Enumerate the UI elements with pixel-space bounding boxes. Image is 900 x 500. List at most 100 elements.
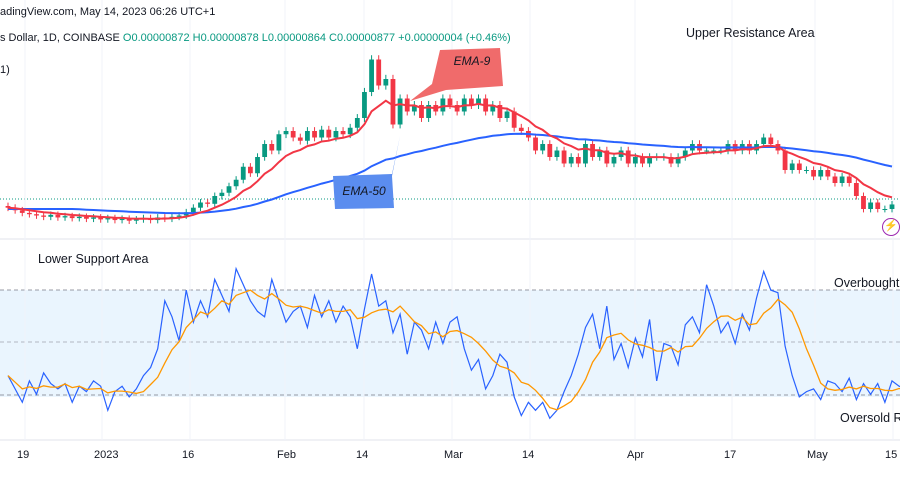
candle-body bbox=[383, 79, 389, 86]
candle-body bbox=[782, 150, 788, 170]
candle-body bbox=[369, 59, 374, 92]
oversold-label: Oversold R bbox=[840, 411, 900, 425]
candle-body bbox=[518, 127, 524, 131]
candle-body bbox=[583, 144, 588, 164]
candle-body bbox=[69, 216, 75, 219]
candle-body bbox=[205, 202, 211, 204]
ema9-callout bbox=[410, 48, 503, 101]
candle-body bbox=[98, 217, 104, 220]
candle-body bbox=[247, 166, 253, 174]
candle-body bbox=[283, 131, 289, 135]
candle-body bbox=[468, 98, 474, 105]
candle-body bbox=[846, 176, 852, 183]
candle-body bbox=[575, 157, 581, 164]
rsi-ma-line bbox=[7, 289, 900, 411]
candle-body bbox=[48, 214, 54, 217]
flash-icon[interactable]: ⚡ bbox=[882, 218, 900, 236]
candle-body bbox=[511, 111, 517, 128]
indicator-label: 1) bbox=[0, 64, 10, 76]
candle-body bbox=[312, 131, 317, 138]
candle-body bbox=[198, 202, 203, 208]
candle-body bbox=[868, 202, 874, 209]
candle-body bbox=[26, 212, 32, 215]
x-tick-label: 17 bbox=[724, 449, 737, 461]
candle-body bbox=[305, 131, 310, 141]
x-tick-label: 15 bbox=[885, 449, 898, 461]
candle-body bbox=[832, 176, 838, 183]
candle-body bbox=[668, 157, 674, 164]
candle-body bbox=[262, 144, 268, 157]
candle-body bbox=[839, 176, 845, 183]
candle-body bbox=[219, 192, 225, 196]
source-header: adingView.com, May 14, 2023 06:26 UTC+1 bbox=[0, 6, 216, 18]
candle-body bbox=[233, 179, 239, 187]
candle-body bbox=[853, 183, 859, 196]
candle-body bbox=[682, 150, 688, 157]
candle-body bbox=[440, 98, 446, 112]
ohlc-change: +0.00000004 (+0.46%) bbox=[398, 32, 511, 44]
candle-body bbox=[176, 215, 182, 217]
candle-body bbox=[875, 202, 881, 209]
x-tick-label: Mar bbox=[444, 449, 463, 461]
candle-body bbox=[297, 137, 303, 141]
candle-body bbox=[882, 209, 888, 210]
rsi-line bbox=[7, 266, 900, 420]
ema50-callout bbox=[333, 136, 400, 209]
ohlc-high: H0.00000878 bbox=[192, 32, 259, 44]
candle-body bbox=[240, 166, 246, 180]
candle-body bbox=[561, 150, 567, 164]
candle-body bbox=[611, 157, 617, 164]
candle-body bbox=[825, 170, 831, 177]
candlestick-series bbox=[5, 55, 895, 225]
x-tick-label: 14 bbox=[522, 449, 535, 461]
candle-body bbox=[290, 131, 296, 138]
candle-body bbox=[112, 218, 118, 221]
symbol-ohlc: s Dollar, 1D, COINBASE O0.00000872 H0.00… bbox=[0, 32, 511, 44]
candle-body bbox=[133, 219, 139, 221]
x-tick-label: 16 bbox=[182, 449, 195, 461]
candle-body bbox=[625, 150, 631, 164]
candle-body bbox=[105, 218, 111, 220]
rsi-band bbox=[0, 290, 900, 397]
candle-body bbox=[76, 216, 82, 219]
candle-body bbox=[447, 98, 453, 105]
ema9-callout-text: EMA-9 bbox=[453, 54, 491, 68]
candle-body bbox=[340, 131, 346, 135]
candle-body bbox=[476, 98, 481, 105]
candle-body bbox=[454, 105, 460, 112]
candle-body bbox=[34, 214, 39, 216]
candle-body bbox=[804, 170, 809, 171]
candle-body bbox=[490, 105, 496, 112]
candle-body bbox=[319, 129, 325, 138]
x-tick-label: 14 bbox=[356, 449, 369, 461]
ema50-line bbox=[8, 132, 893, 215]
candle-body bbox=[255, 157, 260, 174]
candle-body bbox=[768, 137, 774, 144]
candle-body bbox=[276, 134, 282, 151]
candle-body bbox=[347, 127, 353, 135]
candle-body bbox=[504, 111, 510, 118]
candle-body bbox=[711, 150, 717, 152]
candle-body bbox=[91, 217, 96, 219]
candle-body bbox=[497, 105, 503, 118]
candle-body bbox=[675, 157, 681, 164]
candle-body bbox=[62, 216, 68, 218]
ema9-line bbox=[7, 99, 893, 220]
candle-body bbox=[362, 92, 367, 118]
candle-body bbox=[390, 79, 396, 125]
candle-body bbox=[568, 157, 574, 164]
candle-body bbox=[811, 170, 816, 177]
ohlc-low: L0.00000864 bbox=[261, 32, 326, 44]
candle-body bbox=[861, 196, 866, 209]
ema50-callout-text: EMA-50 bbox=[342, 184, 386, 198]
x-tick-label: Apr bbox=[627, 449, 645, 461]
candle-body bbox=[540, 144, 546, 151]
candle-body bbox=[818, 170, 824, 177]
overbought-label: Overbought bbox=[834, 276, 900, 290]
candle-body bbox=[126, 218, 132, 221]
candle-body bbox=[376, 59, 382, 86]
candle-body bbox=[5, 205, 11, 208]
x-tick-label: 2023 bbox=[94, 449, 119, 461]
upper-resistance-label: Upper Resistance Area bbox=[686, 26, 815, 40]
